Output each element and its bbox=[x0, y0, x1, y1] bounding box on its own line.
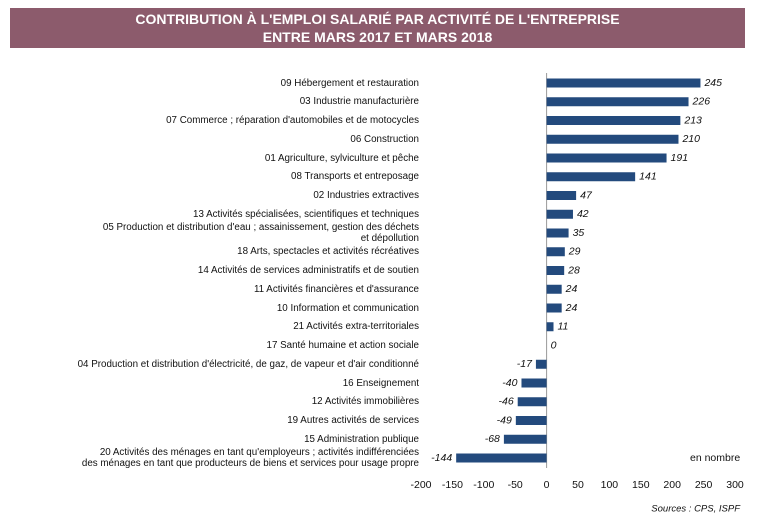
category-label: 08 Transports et entreposage bbox=[291, 171, 419, 183]
value-label: 42 bbox=[577, 208, 589, 220]
unit-note: en nombre bbox=[690, 452, 740, 464]
source: Sources : CPS, ISPF bbox=[651, 504, 741, 515]
x-tick-label: -200 bbox=[410, 479, 431, 491]
category-label: 05 Production et distribution d'eau ; as… bbox=[102, 222, 419, 244]
category-label: 18 Arts, spectacles et activités récréat… bbox=[237, 246, 419, 258]
value-label: 24 bbox=[565, 302, 578, 314]
category-label: 12 Activités immobilières bbox=[311, 396, 419, 408]
category-label: 19 Autres activités de services bbox=[287, 415, 419, 426]
bar bbox=[546, 134, 679, 144]
bar bbox=[546, 153, 667, 163]
category-label: 03 Industrie manufacturière bbox=[299, 96, 419, 108]
bar bbox=[517, 397, 547, 407]
bar bbox=[546, 97, 689, 107]
value-label: 141 bbox=[639, 171, 657, 183]
value-label: -46 bbox=[499, 396, 514, 408]
value-label: 226 bbox=[692, 96, 711, 108]
category-label: 07 Commerce ; réparation d'automobiles e… bbox=[166, 115, 419, 126]
bar bbox=[546, 322, 554, 332]
category-label: 01 Agriculture, sylviculture et pêche bbox=[264, 152, 419, 164]
bar bbox=[521, 378, 547, 388]
value-label: 35 bbox=[573, 227, 585, 239]
value-label: 11 bbox=[558, 321, 569, 333]
value-label: 24 bbox=[565, 283, 578, 295]
bar bbox=[546, 228, 569, 238]
bar bbox=[546, 247, 565, 257]
category-label: 13 Activités spécialisées, scientifiques… bbox=[193, 208, 419, 220]
category-label: 14 Activités de services administratifs … bbox=[197, 265, 419, 276]
x-tick-label: -150 bbox=[442, 479, 463, 491]
category-label: 16 Enseignement bbox=[342, 377, 419, 389]
x-tick-label: 150 bbox=[632, 479, 650, 491]
x-tick-label: 200 bbox=[663, 479, 681, 491]
category-label: 02 Industries extractives bbox=[313, 190, 419, 201]
category-label: 20 Activités des ménages en tant qu'empl… bbox=[81, 447, 419, 469]
bar bbox=[546, 78, 701, 88]
category-label: 06 Construction bbox=[350, 133, 419, 145]
value-label: -68 bbox=[485, 433, 500, 445]
x-tick-label: 0 bbox=[544, 479, 550, 491]
bar bbox=[546, 116, 681, 125]
value-label: 29 bbox=[568, 246, 581, 258]
x-tick-label: 250 bbox=[695, 479, 713, 491]
value-label: 0 bbox=[551, 339, 557, 351]
x-tick-label: -100 bbox=[473, 479, 494, 491]
bar bbox=[515, 416, 547, 425]
x-tick-label: 50 bbox=[572, 479, 584, 491]
bar bbox=[503, 434, 547, 444]
value-label: 28 bbox=[567, 264, 580, 276]
bar bbox=[546, 303, 562, 313]
category-label: 21 Activités extra-territoriales bbox=[293, 321, 419, 333]
category-label: 17 Santé humaine et action sociale bbox=[266, 340, 420, 351]
value-label: -40 bbox=[502, 377, 517, 389]
category-label: 10 Information et communication bbox=[276, 302, 419, 314]
value-label: -17 bbox=[517, 358, 533, 370]
bar bbox=[546, 266, 565, 275]
bar bbox=[546, 191, 577, 200]
value-label: 245 bbox=[703, 77, 722, 89]
value-label: 191 bbox=[671, 152, 689, 164]
value-label: 210 bbox=[681, 133, 700, 145]
bar bbox=[456, 453, 547, 463]
value-label: -49 bbox=[497, 414, 512, 426]
value-label: -144 bbox=[431, 452, 452, 464]
bar bbox=[546, 284, 562, 294]
bar bbox=[546, 209, 573, 219]
bar bbox=[546, 172, 636, 182]
value-label: 213 bbox=[683, 114, 702, 126]
x-tick-label: 100 bbox=[601, 479, 619, 491]
bar bbox=[535, 359, 547, 369]
chart-title: CONTRIBUTION À L'EMPLOI SALARIÉ PAR ACTI… bbox=[135, 11, 620, 45]
x-tick-label: -50 bbox=[508, 479, 523, 491]
x-tick-label: 300 bbox=[726, 479, 744, 491]
category-label: 11 Activités financières et d'assurance bbox=[253, 283, 419, 295]
title-banner bbox=[10, 8, 745, 48]
category-label: 04 Production et distribution d'électric… bbox=[77, 358, 419, 370]
category-label: 15 Administration publique bbox=[304, 433, 419, 445]
value-label: 47 bbox=[580, 189, 593, 201]
category-label: 09 Hébergement et restauration bbox=[280, 77, 419, 89]
